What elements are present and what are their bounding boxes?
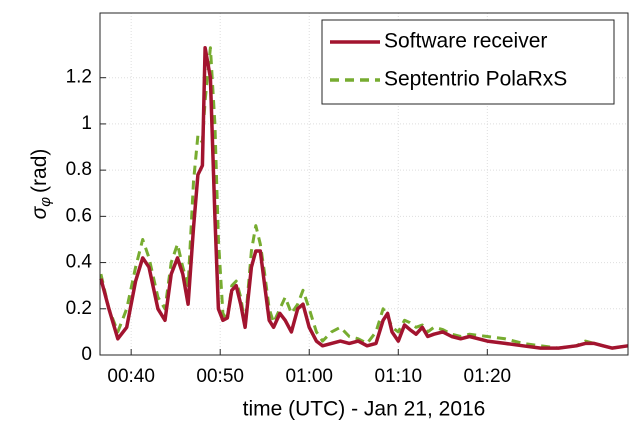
y-label-subscript: φ <box>37 197 54 207</box>
legend-label: Software receiver <box>384 30 547 53</box>
x-tick-label: 01:20 <box>464 366 512 387</box>
y-tick-label: 0.2 <box>66 298 92 319</box>
y-label-symbol: σ <box>28 205 51 219</box>
y-tick-label: 0 <box>81 344 92 365</box>
data-line <box>99 46 629 350</box>
legend-box <box>321 19 615 105</box>
x-tick-label: 00:50 <box>196 366 244 387</box>
y-tick-label: 0.6 <box>66 205 92 226</box>
x-tick-label: 00:40 <box>107 366 155 387</box>
y-axis-label: σφ (rad) <box>28 149 54 220</box>
x-axis-label: time (UTC) - Jan 21, 2016 <box>243 398 486 421</box>
legend-label: Septentrio PolaRxS <box>384 68 567 91</box>
y-tick-label: 0.8 <box>66 159 92 180</box>
y-tick-label: 1.2 <box>66 67 92 88</box>
x-tick-label: 01:10 <box>375 366 423 387</box>
data-line <box>99 45 629 350</box>
y-label-unit: (rad) <box>28 149 51 193</box>
x-tick-label: 01:00 <box>285 366 333 387</box>
y-tick-label: 0.4 <box>66 252 93 273</box>
axes-box <box>99 12 629 356</box>
y-tick-label: 1 <box>81 113 92 134</box>
